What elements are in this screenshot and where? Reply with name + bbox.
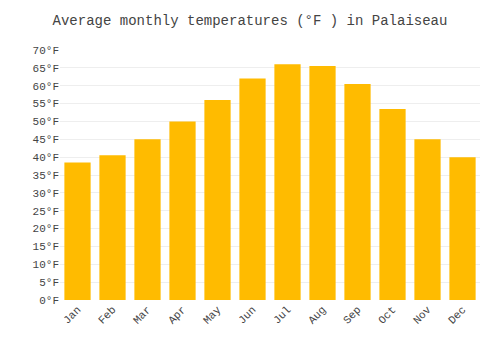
svg-text:Mar: Mar xyxy=(131,304,153,326)
svg-text:Jun: Jun xyxy=(236,304,258,326)
svg-text:15°F: 15°F xyxy=(33,241,59,253)
svg-text:Nov: Nov xyxy=(411,304,434,327)
svg-text:35°F: 35°F xyxy=(33,170,59,182)
svg-text:50°F: 50°F xyxy=(33,116,59,128)
svg-text:70°F: 70°F xyxy=(33,45,59,57)
svg-text:Average monthly temperatures (: Average monthly temperatures (°F ) in Pa… xyxy=(53,13,448,29)
svg-text:Feb: Feb xyxy=(96,304,118,326)
svg-text:Jul: Jul xyxy=(271,304,293,326)
svg-text:0°F: 0°F xyxy=(39,295,59,307)
svg-text:20°F: 20°F xyxy=(33,223,59,235)
svg-text:45°F: 45°F xyxy=(33,134,59,146)
svg-text:Aug: Aug xyxy=(306,304,328,326)
svg-text:65°F: 65°F xyxy=(33,63,59,75)
svg-text:Dec: Dec xyxy=(446,304,468,326)
svg-text:55°F: 55°F xyxy=(33,98,59,110)
svg-text:10°F: 10°F xyxy=(33,259,59,271)
svg-text:Oct: Oct xyxy=(376,304,398,326)
svg-text:60°F: 60°F xyxy=(33,81,59,93)
svg-text:40°F: 40°F xyxy=(33,152,59,164)
svg-text:30°F: 30°F xyxy=(33,188,59,200)
svg-text:5°F: 5°F xyxy=(39,277,59,289)
svg-text:25°F: 25°F xyxy=(33,206,59,218)
svg-text:Apr: Apr xyxy=(166,304,188,326)
svg-text:Jan: Jan xyxy=(61,304,83,326)
svg-text:Sep: Sep xyxy=(341,304,363,326)
svg-text:May: May xyxy=(201,304,224,327)
